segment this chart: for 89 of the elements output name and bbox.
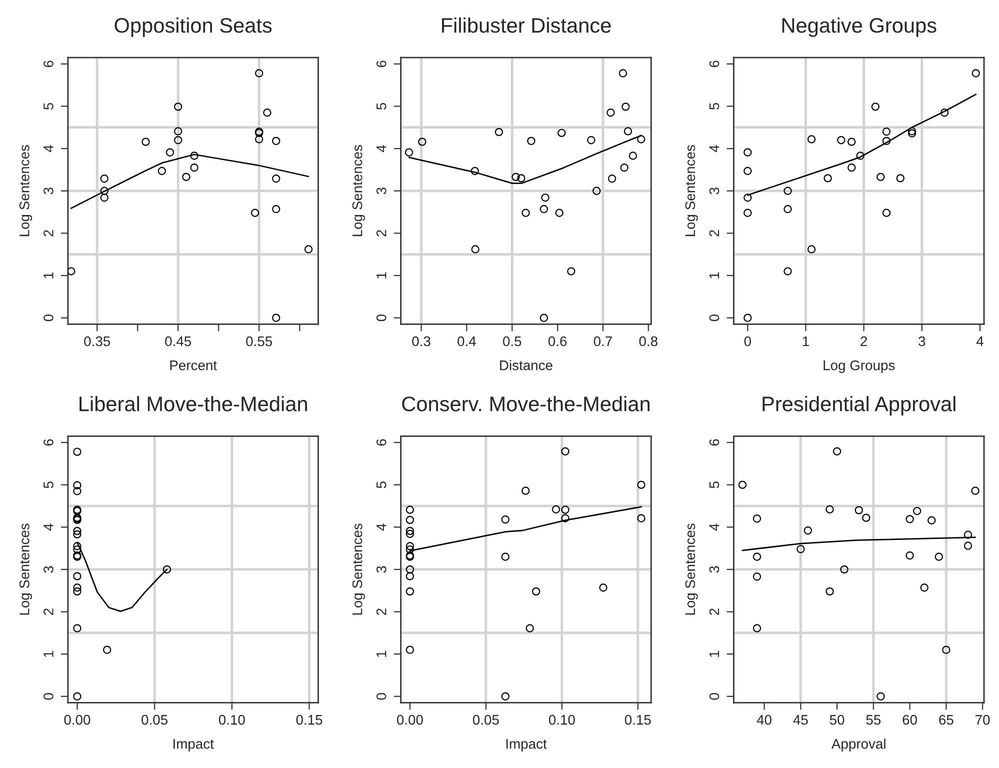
- x-tick-label: 0.05: [142, 714, 168, 725]
- y-tick-label: 2: [709, 230, 720, 236]
- y-tick-label: 0: [376, 314, 386, 322]
- x-axis-title: Impact: [174, 739, 214, 752]
- y-tick-label: 6: [44, 60, 54, 68]
- y-tick-label: 3: [44, 566, 54, 573]
- y-tick-label: 0: [44, 693, 54, 700]
- chart-title: Liberal Move-the-Median: [80, 396, 307, 412]
- x-tick-label: 0.00: [64, 714, 90, 725]
- y-tick-label: 5: [44, 102, 54, 110]
- x-tick-label: 0.3: [412, 336, 430, 346]
- y-tick-label: 6: [376, 439, 386, 446]
- y-tick-label: 2: [376, 608, 386, 615]
- y-tick-label: 6: [709, 439, 720, 446]
- y-tick-label: 5: [709, 482, 720, 488]
- y-tick-label: 4: [44, 145, 54, 152]
- x-tick-label: 0.00: [396, 714, 423, 725]
- y-tick-label: 4: [376, 145, 386, 152]
- y-axis-title: Log Sentences: [685, 524, 698, 615]
- x-tick-label: 70: [976, 714, 990, 725]
- y-axis-title: Log Sentences: [352, 524, 365, 615]
- x-tick-label: 50: [830, 714, 844, 725]
- x-tick-label: 4: [976, 336, 984, 346]
- y-tick-label: 1: [376, 650, 386, 657]
- x-tick-label: 3: [918, 336, 926, 346]
- x-axis-title: Approval: [831, 738, 886, 752]
- x-tick-label: 40: [756, 714, 772, 725]
- x-tick-label: 65: [939, 714, 954, 725]
- x-tick-label: 55: [866, 715, 881, 725]
- y-tick-label: 0: [709, 693, 720, 700]
- chart-title: Presidential Approval: [762, 396, 956, 416]
- y-tick-label: 2: [376, 230, 386, 236]
- x-tick-label: 0.15: [624, 714, 651, 725]
- x-tick-label: 0.8: [639, 336, 658, 346]
- y-tick-label: 0: [44, 314, 54, 322]
- chart-title: Conserv. Move-the-Median: [402, 396, 650, 412]
- y-tick-label: 1: [709, 650, 720, 657]
- y-tick-label: 0: [709, 314, 720, 322]
- y-tick-label: 5: [376, 482, 386, 488]
- x-tick-label: 0.6: [548, 336, 567, 346]
- x-tick-label: 0.5: [503, 336, 522, 346]
- x-axis-title: Percent: [170, 360, 217, 370]
- x-tick-label: 0.4: [458, 336, 476, 346]
- x-axis-title: Distance: [500, 360, 552, 370]
- y-tick-label: 3: [709, 566, 720, 573]
- x-tick-label: 0.15: [296, 714, 322, 725]
- y-tick-label: 1: [44, 272, 54, 278]
- x-tick-label: 2: [860, 336, 867, 346]
- x-tick-label: 60: [902, 714, 917, 725]
- x-tick-label: 1: [802, 336, 809, 346]
- y-tick-label: 3: [44, 188, 54, 194]
- y-tick-label: 4: [44, 524, 54, 531]
- x-axis-title: Log Groups: [824, 360, 895, 373]
- y-tick-label: 3: [376, 566, 386, 573]
- y-tick-label: 1: [44, 650, 54, 657]
- x-tick-label: 0.55: [246, 336, 272, 346]
- y-tick-label: 3: [376, 188, 386, 194]
- x-tick-label: 0: [744, 336, 751, 346]
- x-tick-label: 0.05: [472, 714, 499, 725]
- x-tick-label: 0.35: [84, 336, 110, 346]
- y-tick-label: 0: [376, 693, 386, 700]
- y-tick-label: 1: [376, 272, 386, 278]
- y-axis-title: Log Sentences: [19, 524, 32, 615]
- chart-title: Opposition Seats: [114, 18, 272, 37]
- x-axis-title: Impact: [506, 739, 547, 752]
- y-tick-label: 3: [709, 188, 720, 194]
- y-tick-label: 2: [44, 608, 54, 615]
- y-tick-label: 1: [709, 272, 720, 278]
- y-tick-label: 6: [709, 60, 720, 68]
- chart-title: Negative Groups: [782, 18, 936, 37]
- y-axis-title: Log Sentences: [352, 145, 365, 236]
- x-tick-label: 0.10: [218, 714, 245, 725]
- y-tick-label: 4: [709, 524, 720, 531]
- y-tick-label: 6: [44, 439, 54, 446]
- y-tick-label: 5: [44, 482, 54, 488]
- y-tick-label: 4: [376, 524, 386, 531]
- y-tick-label: 5: [376, 102, 386, 110]
- x-tick-label: 0.10: [548, 714, 575, 725]
- y-tick-label: 2: [709, 608, 720, 615]
- chart-title: Filibuster Distance: [442, 18, 611, 33]
- x-tick-label: 45: [793, 715, 808, 725]
- y-axis-title: Log Sentences: [19, 145, 32, 236]
- x-tick-label: 0.7: [594, 336, 612, 346]
- y-axis-title: Log Sentences: [685, 145, 698, 236]
- y-tick-label: 6: [376, 60, 386, 68]
- y-tick-label: 2: [44, 230, 54, 236]
- y-tick-label: 5: [709, 102, 720, 110]
- y-tick-label: 4: [709, 145, 720, 152]
- x-tick-label: 0.45: [165, 336, 192, 346]
